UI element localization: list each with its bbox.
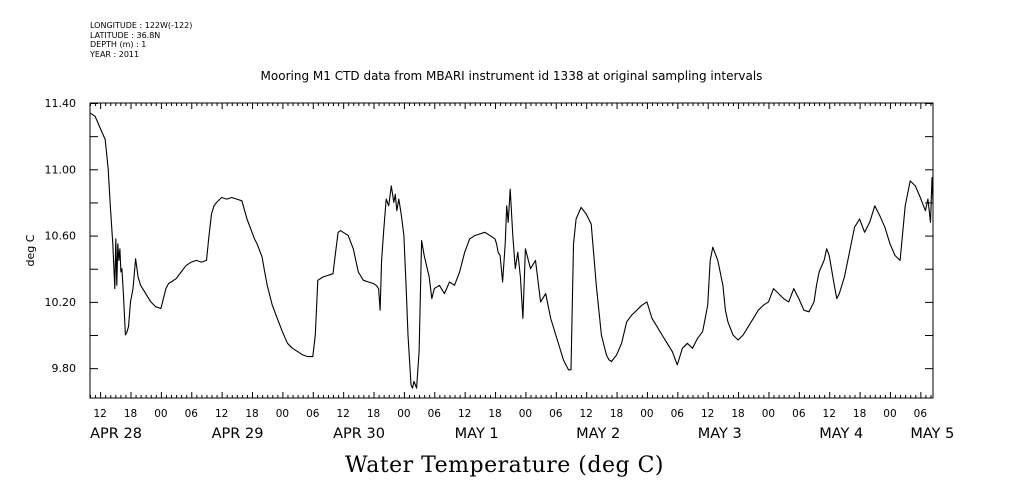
y-axis-ticks [90,103,933,370]
y-tick-label: 11.00 [45,163,77,176]
x-tick-label: 06 [914,408,928,420]
y-tick-label: 10.20 [45,296,77,309]
x-tick-label: 18 [367,408,380,420]
x-tick-label: 00 [883,408,896,420]
y-axis-label: deg C [24,234,37,266]
year-label: YEAR : 2011 [90,49,140,59]
x-tick-label: 18 [731,408,744,420]
x-tick-label: 00 [640,408,653,420]
depth-label: DEPTH (m) : 1 [90,40,147,50]
chart-title: Mooring M1 CTD data from MBARI instrumen… [260,69,763,83]
series-line [89,112,934,389]
x-date-label: APR 29 [212,426,264,442]
x-tick-label: 18 [853,408,866,420]
x-tick-label: 18 [124,408,137,420]
x-tick-label: 18 [245,408,258,420]
x-tick-label: 00 [397,408,410,420]
x-date-label: MAY 5 [910,426,954,442]
x-date-label: APR 30 [333,426,385,442]
x-date-label: MAY 1 [455,426,499,442]
x-tick-label: 06 [792,408,806,420]
x-tick-label: 06 [185,408,199,420]
x-tick-label: 12 [336,408,349,420]
x-tick-label: 12 [579,408,592,420]
x-tick-label: 18 [488,408,501,420]
x-tick-label: 00 [519,408,532,420]
y-tick-label: 9.80 [52,362,77,375]
x-tick-label: 12 [215,408,228,420]
x-tick-label: 00 [762,408,775,420]
x-date-label: MAY 2 [576,426,620,442]
x-date-label: APR 28 [90,426,142,442]
x-tick-label: 06 [428,408,442,420]
x-tick-label: 12 [823,408,836,420]
x-axis-ticks [90,103,932,398]
x-tick-label: 18 [610,408,623,420]
x-tick-label: 06 [306,408,320,420]
x-date-label: MAY 3 [698,426,742,442]
x-date-label: MAY 4 [819,426,863,442]
x-tick-label: 12 [458,408,471,420]
x-tick-label: 00 [276,408,289,420]
longitude-label: LONGITUDE : 122W(-122) [90,21,193,30]
latitude-label: LATITUDE : 36.8N [90,30,161,40]
x-tick-label: 00 [154,408,167,420]
y-tick-label: 11.40 [45,97,77,110]
x-axis-title: Water Temperature (deg C) [345,453,664,478]
x-tick-label: 06 [549,408,563,420]
metadata-block: LONGITUDE : 122W(-122) LATITUDE : 36.8N … [90,21,192,59]
x-tick-label: 06 [671,408,685,420]
x-tick-label: 12 [93,408,106,420]
x-tick-label: 12 [701,408,714,420]
plot-frame [89,102,934,399]
y-tick-label: 10.60 [45,230,77,243]
